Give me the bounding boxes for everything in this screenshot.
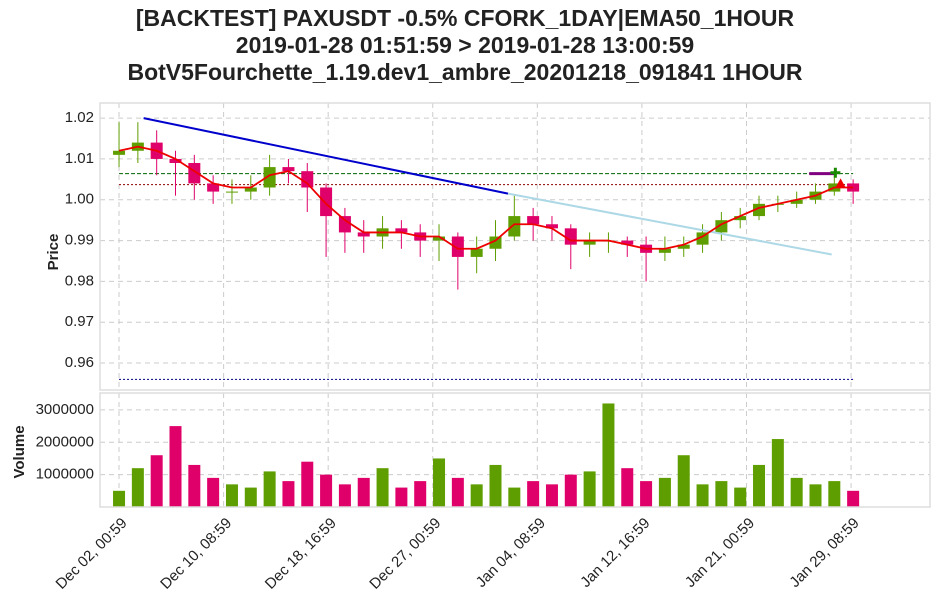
y-tick-label: 0.96 — [65, 354, 94, 371]
volume-bar — [790, 477, 803, 507]
ema-line — [118, 145, 854, 250]
y-tick-label: 0.97 — [65, 313, 94, 330]
volume-bar — [828, 481, 841, 507]
volume-bar — [602, 403, 615, 507]
volume-bar — [207, 477, 220, 507]
candle-body — [113, 150, 126, 155]
candle-body — [734, 216, 747, 221]
volume-bar — [489, 464, 502, 507]
volume-bar — [583, 471, 596, 507]
candle-body — [564, 228, 577, 245]
candle-body — [527, 216, 540, 225]
volume-bar — [640, 481, 653, 507]
x-tick-label: Dec 02, 00:59 — [53, 515, 131, 593]
volume-bar — [150, 455, 163, 507]
marker — [835, 178, 846, 188]
volume-bar — [301, 461, 314, 507]
volume-bar — [696, 484, 709, 507]
volume-bar — [433, 458, 446, 507]
volume-bar — [847, 490, 860, 507]
plot-frame — [99, 102, 931, 391]
candle-body — [489, 236, 502, 249]
y-tick-label: 2000000 — [36, 433, 94, 450]
volume-bar — [677, 455, 690, 507]
y-tick-label: 1.01 — [65, 150, 94, 167]
volume-bar — [527, 481, 540, 507]
volume-bar — [263, 471, 276, 507]
volume-bar — [320, 474, 333, 507]
x-tick-label: Dec 10, 08:59 — [157, 515, 235, 593]
volume-bar — [357, 477, 370, 507]
candle-body — [583, 240, 596, 245]
volume-bar — [470, 484, 483, 507]
marker — [830, 167, 841, 178]
candle-body — [169, 158, 182, 164]
volume-bar — [658, 477, 671, 507]
trend-line — [507, 192, 832, 256]
y-tick-label: 1000000 — [36, 466, 94, 483]
volume-bar — [376, 468, 389, 507]
y-axis-label: Volume — [11, 425, 28, 478]
candle-body — [207, 183, 220, 192]
y-tick-label: 0.99 — [65, 232, 94, 249]
candle-body — [621, 240, 634, 245]
candle-body — [395, 228, 408, 233]
volume-bar — [753, 464, 766, 507]
plot-frame — [99, 392, 931, 508]
x-tick-label: Jan 04, 08:59 — [473, 515, 549, 591]
x-tick-label: Jan 21, 00:59 — [682, 515, 758, 591]
y-tick-label: 0.98 — [65, 272, 94, 289]
volume-bar — [771, 439, 784, 507]
volume-bar — [225, 484, 238, 507]
y-axis-label: Price — [45, 234, 62, 271]
candle-body — [658, 248, 671, 253]
candle-body — [282, 167, 295, 172]
chart-subtitle: 2019-01-28 01:51:59 > 2019-01-28 13:00:5… — [236, 32, 694, 58]
volume-bar — [113, 490, 126, 507]
candle-body — [301, 171, 314, 188]
volume-bar — [451, 477, 464, 507]
x-tick-label: Dec 18, 16:59 — [262, 515, 340, 593]
volume-bar — [508, 487, 521, 507]
volume-bar — [188, 464, 201, 507]
x-tick-label: Jan 29, 08:59 — [786, 515, 862, 591]
candle-body — [357, 232, 370, 237]
x-tick-label: Dec 27, 00:59 — [366, 515, 444, 593]
candle-body — [790, 199, 803, 204]
y-tick-label: 1.02 — [65, 109, 94, 126]
volume-bar — [809, 484, 822, 507]
candle-body — [545, 224, 558, 229]
volume-bar — [621, 468, 634, 507]
x-tick-label: Jan 12, 16:59 — [577, 515, 653, 591]
volume-bar — [282, 481, 295, 507]
chart-subtitle: BotV5Fourchette_1.19.dev1_ambre_20201218… — [127, 59, 802, 85]
volume-bar — [734, 487, 747, 507]
volume-bar — [244, 487, 257, 507]
candle-body — [508, 216, 521, 237]
candle-body — [470, 248, 483, 257]
candle-body — [263, 167, 276, 188]
y-tick-label: 3000000 — [36, 401, 94, 418]
candle-body — [677, 244, 690, 249]
candle-body — [188, 163, 201, 184]
volume-bar — [545, 484, 558, 507]
volume-bar — [338, 484, 351, 507]
candle-body — [244, 187, 257, 192]
volume-bar — [131, 468, 144, 507]
volume-bar — [564, 474, 577, 507]
candle-body — [338, 216, 351, 233]
candle-body — [433, 236, 446, 241]
candle-body — [451, 236, 464, 257]
volume-bar — [715, 481, 728, 507]
chart-title: [BACKTEST] PAXUSDT -0.5% CFORK_1DAY|EMA5… — [136, 5, 795, 31]
candle-body — [320, 187, 333, 217]
candle-body — [225, 191, 238, 193]
y-tick-label: 1.00 — [65, 191, 94, 208]
volume-bar — [414, 481, 427, 507]
trend-line — [143, 117, 509, 195]
volume-bar — [395, 487, 408, 507]
volume-bar — [169, 426, 182, 507]
